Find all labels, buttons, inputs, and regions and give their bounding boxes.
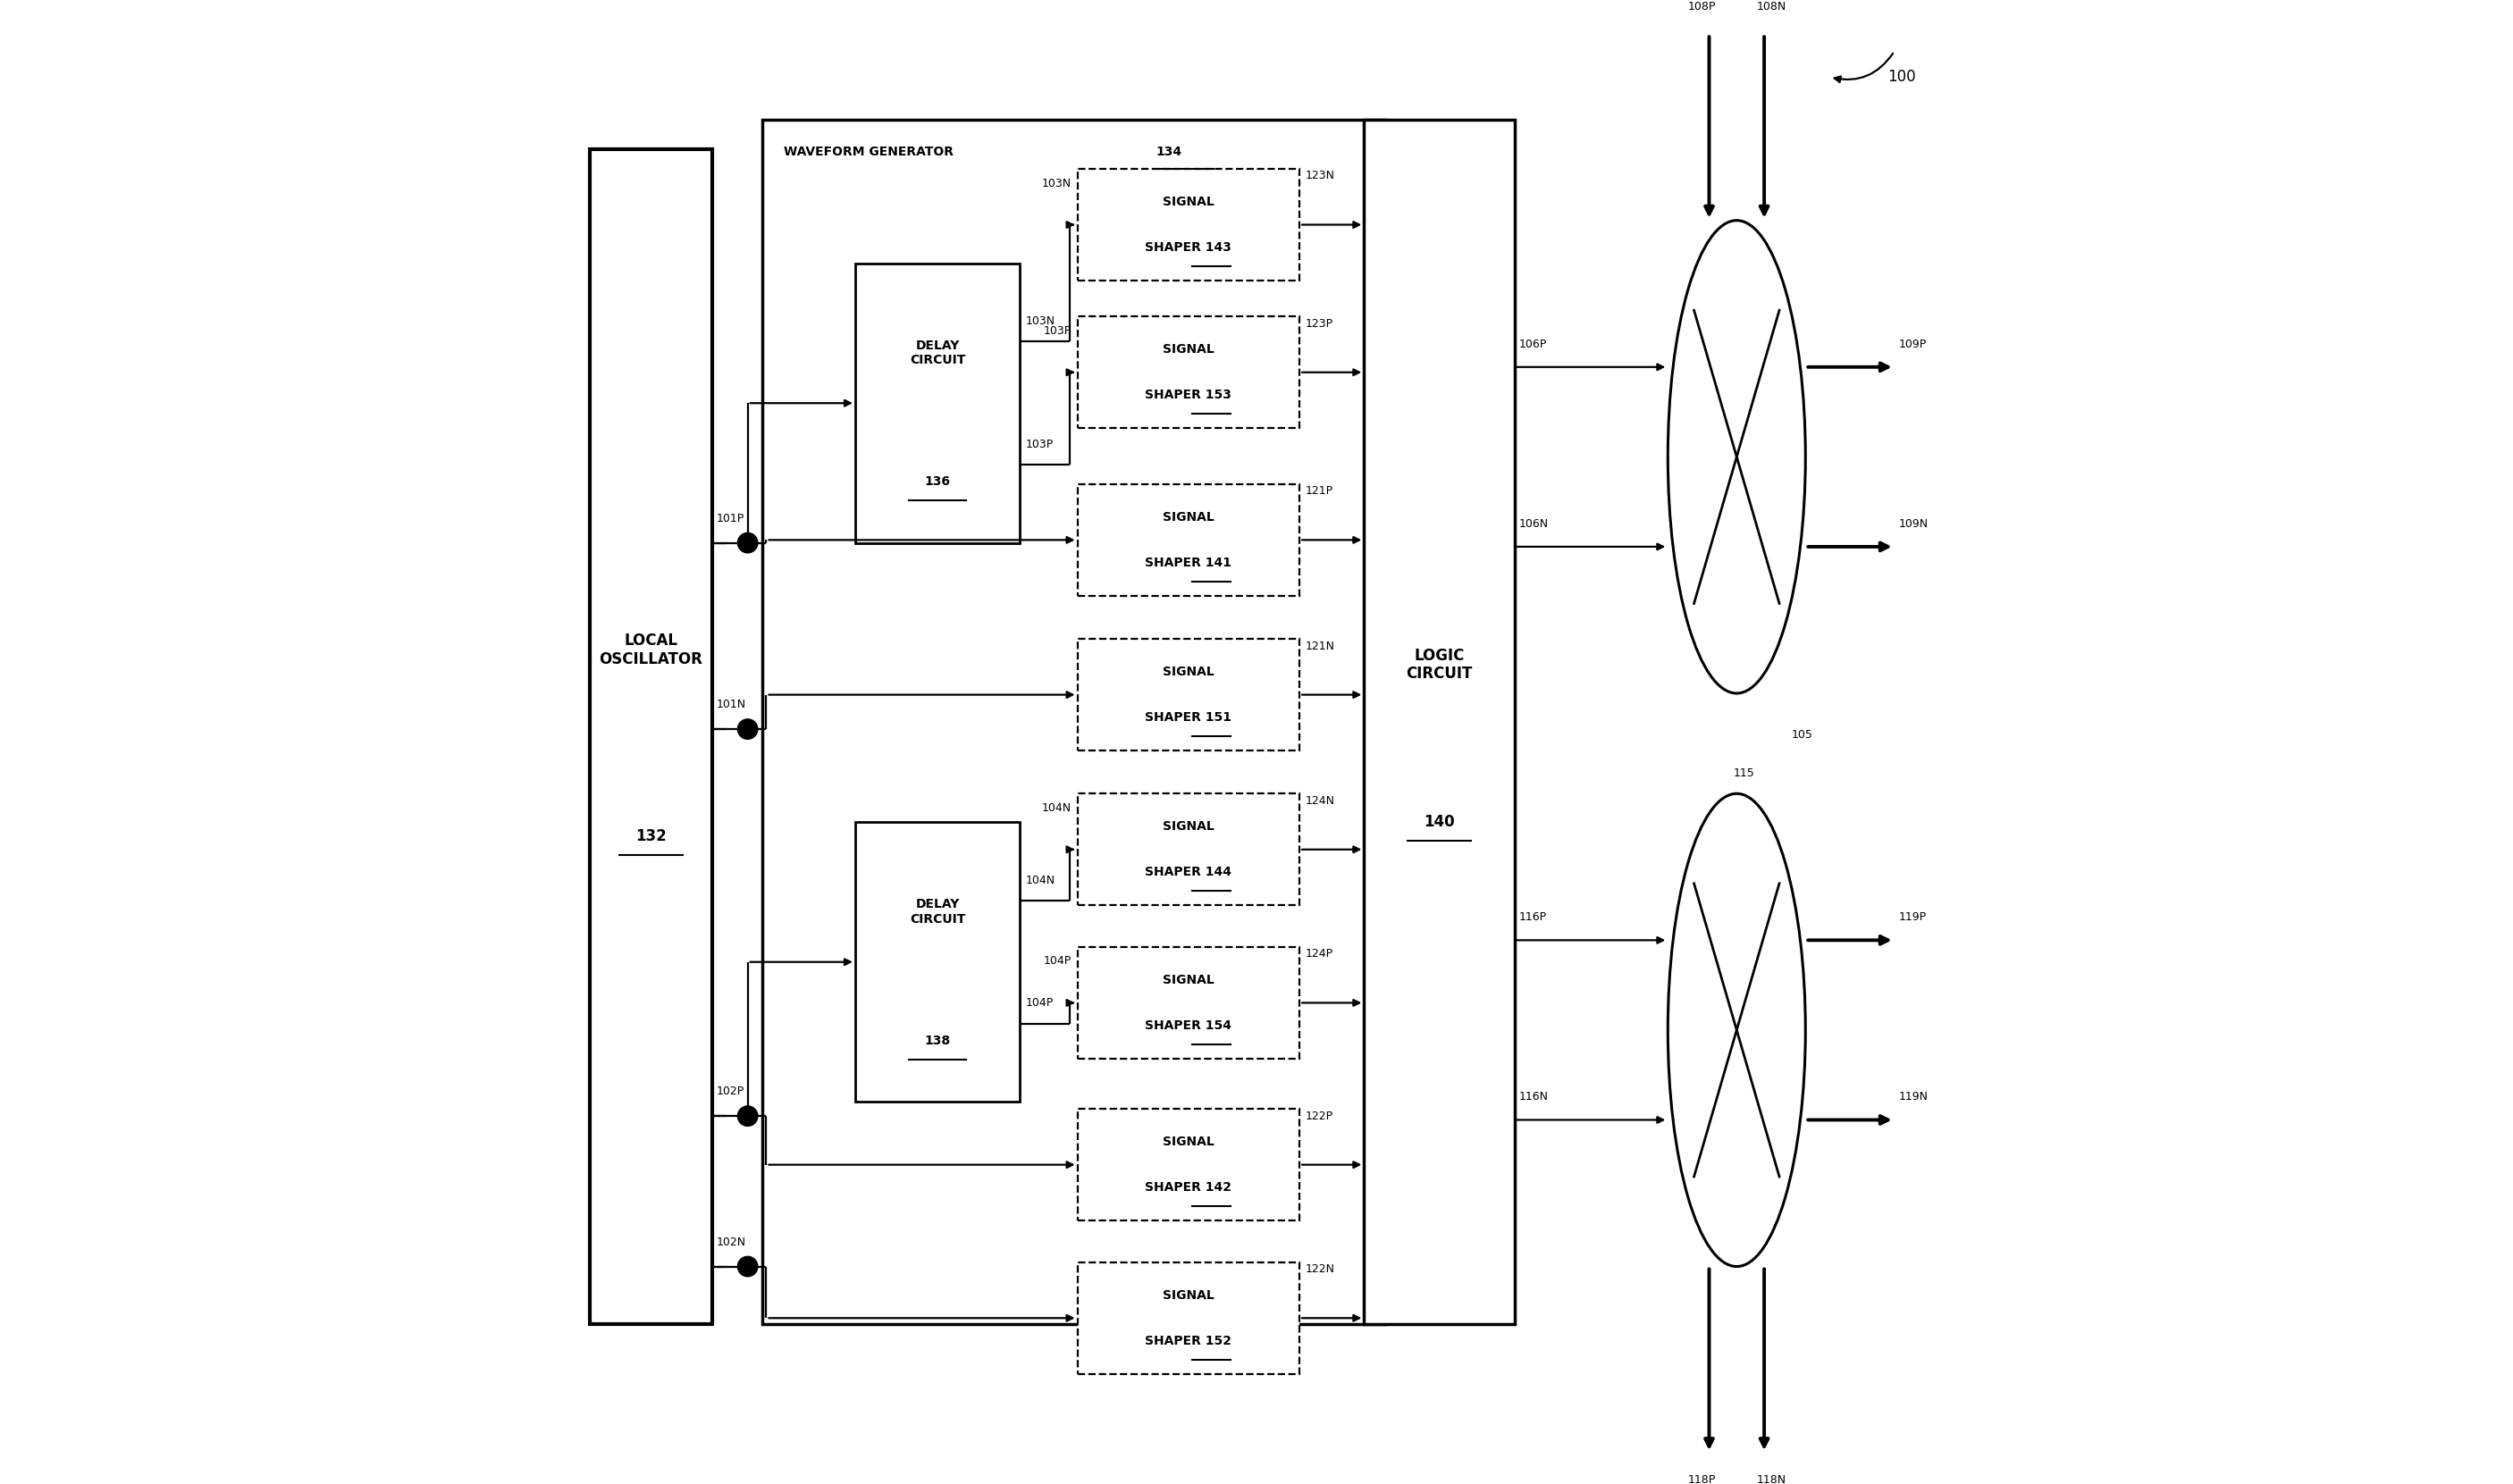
Circle shape	[739, 533, 759, 554]
Text: 103P: 103P	[1043, 325, 1071, 337]
FancyBboxPatch shape	[1078, 169, 1299, 280]
Text: 104P: 104P	[1025, 997, 1053, 1009]
FancyBboxPatch shape	[1078, 1263, 1299, 1374]
Text: 118P: 118P	[1689, 1474, 1716, 1484]
Text: 121P: 121P	[1304, 485, 1332, 497]
Text: 104N: 104N	[1043, 803, 1071, 813]
Text: SHAPER 142: SHAPER 142	[1146, 1181, 1231, 1195]
Text: 132: 132	[636, 828, 666, 844]
Text: SIGNAL: SIGNAL	[1164, 974, 1214, 987]
Text: 100: 100	[1887, 70, 1915, 85]
Circle shape	[739, 720, 759, 739]
Text: 102N: 102N	[716, 1236, 746, 1248]
Text: 103N: 103N	[1025, 316, 1055, 328]
Text: 115: 115	[1734, 767, 1754, 779]
Text: SHAPER 152: SHAPER 152	[1146, 1334, 1231, 1347]
Text: SIGNAL: SIGNAL	[1164, 196, 1214, 208]
Text: LOCAL
OSCILLATOR: LOCAL OSCILLATOR	[598, 634, 704, 668]
Text: 104P: 104P	[1043, 956, 1071, 968]
Text: 118N: 118N	[1757, 1474, 1787, 1484]
Text: LOGIC
CIRCUIT: LOGIC CIRCUIT	[1405, 647, 1473, 683]
Circle shape	[739, 1106, 759, 1126]
Text: WAVEFORM GENERATOR: WAVEFORM GENERATOR	[784, 145, 957, 157]
Text: DELAY
CIRCUIT: DELAY CIRCUIT	[910, 340, 965, 367]
Text: 101N: 101N	[716, 699, 746, 711]
Text: SHAPER 154: SHAPER 154	[1146, 1020, 1231, 1031]
Text: 109N: 109N	[1900, 518, 1927, 530]
Text: 124N: 124N	[1304, 795, 1334, 807]
Text: SHAPER 151: SHAPER 151	[1146, 711, 1231, 724]
Text: 108P: 108P	[1689, 1, 1716, 13]
FancyBboxPatch shape	[854, 822, 1020, 1101]
FancyBboxPatch shape	[761, 120, 1385, 1324]
FancyBboxPatch shape	[1078, 316, 1299, 429]
FancyBboxPatch shape	[1078, 638, 1299, 751]
Circle shape	[739, 1257, 759, 1276]
Text: SIGNAL: SIGNAL	[1164, 1135, 1214, 1149]
FancyBboxPatch shape	[1078, 1109, 1299, 1221]
Text: 105: 105	[1792, 729, 1812, 741]
Text: 116N: 116N	[1518, 1091, 1548, 1103]
Text: SIGNAL: SIGNAL	[1164, 821, 1214, 833]
FancyBboxPatch shape	[1078, 484, 1299, 597]
Text: 138: 138	[925, 1034, 950, 1048]
Text: 122P: 122P	[1304, 1110, 1332, 1122]
Text: 122N: 122N	[1304, 1263, 1334, 1275]
Text: DELAY
CIRCUIT: DELAY CIRCUIT	[910, 898, 965, 926]
Text: 121N: 121N	[1304, 640, 1334, 651]
Text: 124P: 124P	[1304, 948, 1332, 960]
Text: 119N: 119N	[1900, 1091, 1927, 1103]
Text: SIGNAL: SIGNAL	[1164, 510, 1214, 524]
FancyBboxPatch shape	[591, 148, 711, 1324]
Text: SHAPER 143: SHAPER 143	[1146, 242, 1231, 254]
Text: SIGNAL: SIGNAL	[1164, 343, 1214, 356]
Text: SHAPER 141: SHAPER 141	[1146, 556, 1231, 570]
Text: SIGNAL: SIGNAL	[1164, 665, 1214, 678]
Text: 106P: 106P	[1518, 338, 1545, 350]
Text: 119P: 119P	[1900, 911, 1927, 923]
Text: 134: 134	[1156, 145, 1181, 157]
FancyBboxPatch shape	[854, 264, 1020, 543]
Text: 101P: 101P	[716, 512, 744, 524]
FancyBboxPatch shape	[1365, 120, 1515, 1324]
FancyBboxPatch shape	[1078, 794, 1299, 905]
Text: 106N: 106N	[1518, 518, 1548, 530]
Text: 102P: 102P	[716, 1086, 744, 1097]
Text: 104N: 104N	[1025, 874, 1055, 886]
FancyBboxPatch shape	[1078, 947, 1299, 1058]
Text: 103N: 103N	[1043, 178, 1071, 188]
Text: 123P: 123P	[1304, 318, 1332, 329]
Text: SIGNAL: SIGNAL	[1164, 1290, 1214, 1301]
Text: 103P: 103P	[1025, 439, 1053, 450]
Text: 136: 136	[925, 476, 950, 488]
Text: 109P: 109P	[1900, 338, 1927, 350]
Text: 140: 140	[1425, 815, 1455, 831]
Text: SHAPER 153: SHAPER 153	[1146, 389, 1231, 402]
Text: 116P: 116P	[1518, 911, 1545, 923]
Text: 108N: 108N	[1757, 1, 1787, 13]
Text: 123N: 123N	[1304, 171, 1334, 183]
Text: SHAPER 144: SHAPER 144	[1146, 867, 1231, 879]
